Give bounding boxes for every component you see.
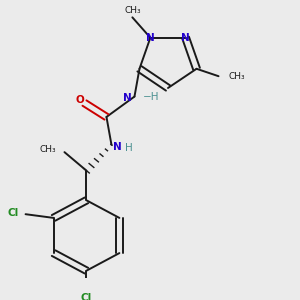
Text: CH₃: CH₃ [229,72,245,81]
Text: Cl: Cl [81,293,92,300]
Text: O: O [75,95,84,105]
Text: CH₃: CH₃ [124,6,141,15]
Text: N: N [123,93,131,103]
Text: N: N [113,142,122,152]
Text: N: N [146,33,155,43]
Text: H: H [125,143,133,153]
Text: N: N [181,33,190,43]
Text: CH₃: CH₃ [40,145,56,154]
Text: Cl: Cl [7,208,19,218]
Text: −H: −H [142,92,159,103]
